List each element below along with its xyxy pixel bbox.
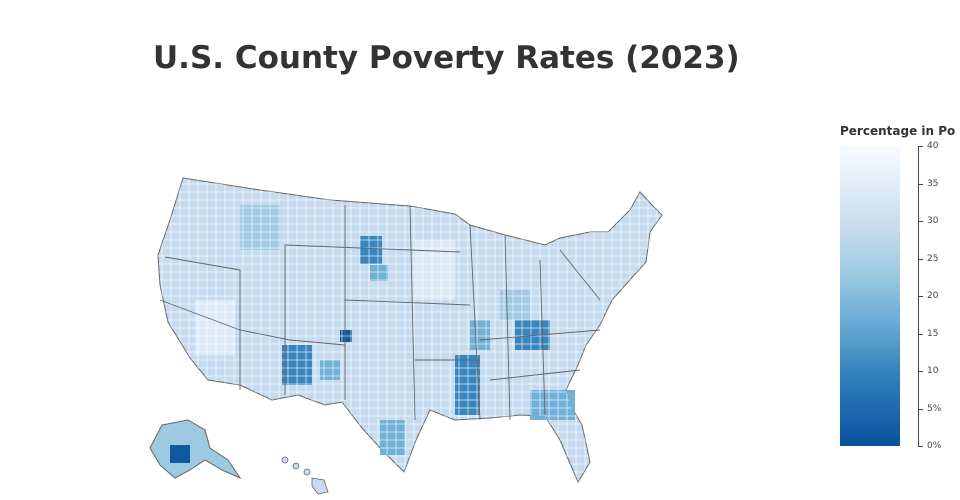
colorbar-ramp [840, 146, 900, 446]
state-borders [159, 205, 601, 421]
chart-title: U.S. County Poverty Rates (2023) [153, 40, 740, 76]
colorbar-legend: Percentage in Po 40 35 30 25 20 15 10 5% 0% [838, 122, 960, 452]
alaska-shape[interactable] [149, 419, 242, 480]
colorbar-tick-label: 40 [918, 140, 958, 152]
colorbar-tick-label: 0% [918, 440, 958, 452]
colorbar-tick-label: 15 [918, 328, 958, 340]
county-grid [158, 178, 662, 482]
colorbar-tick-label: 20 [918, 290, 958, 302]
hawaii-islands[interactable] [281, 456, 329, 495]
colorbar-tick-label: 35 [918, 178, 958, 190]
colorbar-tick-label: 25 [918, 253, 958, 265]
colorbar-title: Percentage in Po [840, 124, 956, 138]
colorbar-tick-label: 5% [918, 403, 958, 415]
colorbar-tick-label: 10 [918, 365, 958, 377]
colorbar-tick-label: 30 [918, 215, 958, 227]
